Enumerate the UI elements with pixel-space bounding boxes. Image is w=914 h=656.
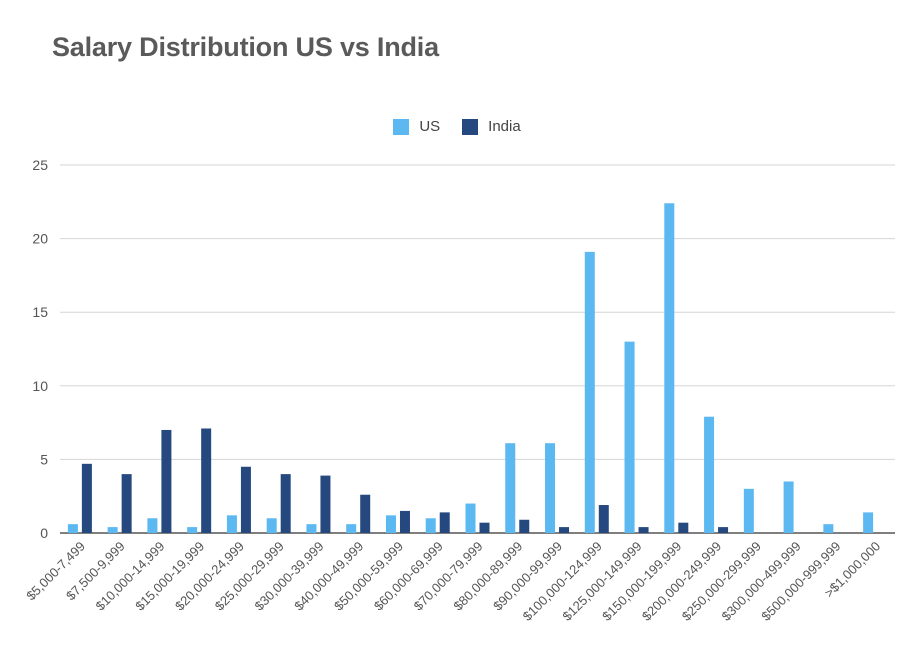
bar-us [187,527,198,533]
legend-swatch-india [462,118,479,135]
bar-us [783,481,794,533]
legend-item-us: US [393,118,440,135]
bar-india [240,466,251,533]
bar-us [385,515,396,533]
bar-us [67,524,78,533]
bar-us [704,416,715,533]
bar-india [638,527,649,533]
bar-us [823,524,834,533]
bar-india [439,512,450,533]
x-tick-label: $50,000-59,999 [331,539,406,614]
x-tick-label: $10,000-14,999 [93,539,168,614]
x-tick-label: $25,000-29,999 [212,539,287,614]
bar-us [266,518,277,533]
bar-us [107,527,118,533]
bar-india [280,474,291,533]
x-tick-label: $70,000-79,999 [411,539,486,614]
bar-us [584,251,595,533]
bar-india [360,494,371,533]
bar-us [346,524,357,533]
x-tick-label: $15,000-19,999 [132,539,207,614]
bar-india [201,428,212,533]
x-tick-label: $80,000-89,999 [450,539,525,614]
legend-label-us: US [419,118,441,135]
bar-us [624,341,635,533]
bar-india [399,510,410,533]
chart-legend: US India [0,118,914,135]
x-tick-label: $20,000-24,999 [172,539,247,614]
x-tick-label: $90,000-99,999 [490,539,565,614]
bar-us [664,203,675,533]
legend-item-india: India [462,118,521,135]
bar-india [81,463,92,533]
y-tick-label: 20 [32,231,48,247]
bar-india [598,505,609,533]
bar-us [743,488,754,533]
x-tick-label: $30,000-39,999 [252,539,327,614]
bar-us [306,524,317,533]
bar-us [505,443,516,533]
bar-us [226,515,237,533]
bar-india [678,522,689,533]
bar-us [545,443,556,533]
bar-us [863,512,874,533]
bar-us [465,503,476,533]
bar-india [718,527,729,533]
legend-label-india: India [488,118,521,135]
bar-india [121,474,132,533]
y-tick-label: 10 [32,378,48,394]
chart-title: Salary Distribution US vs India [52,32,439,62]
bar-us [147,518,158,533]
legend-swatch-us [393,118,410,135]
bar-india [161,429,172,533]
x-tick-label: $40,000-49,999 [291,539,366,614]
bar-india [559,527,570,533]
bar-india [479,522,490,533]
x-tick-label: $60,000-69,999 [371,539,446,614]
bar-india [320,475,331,533]
y-tick-label: 5 [40,451,48,467]
y-tick-label: 25 [32,157,48,173]
y-tick-label: 0 [40,525,48,541]
bar-india [519,519,530,533]
y-tick-label: 15 [32,304,48,320]
bar-us [425,518,436,533]
